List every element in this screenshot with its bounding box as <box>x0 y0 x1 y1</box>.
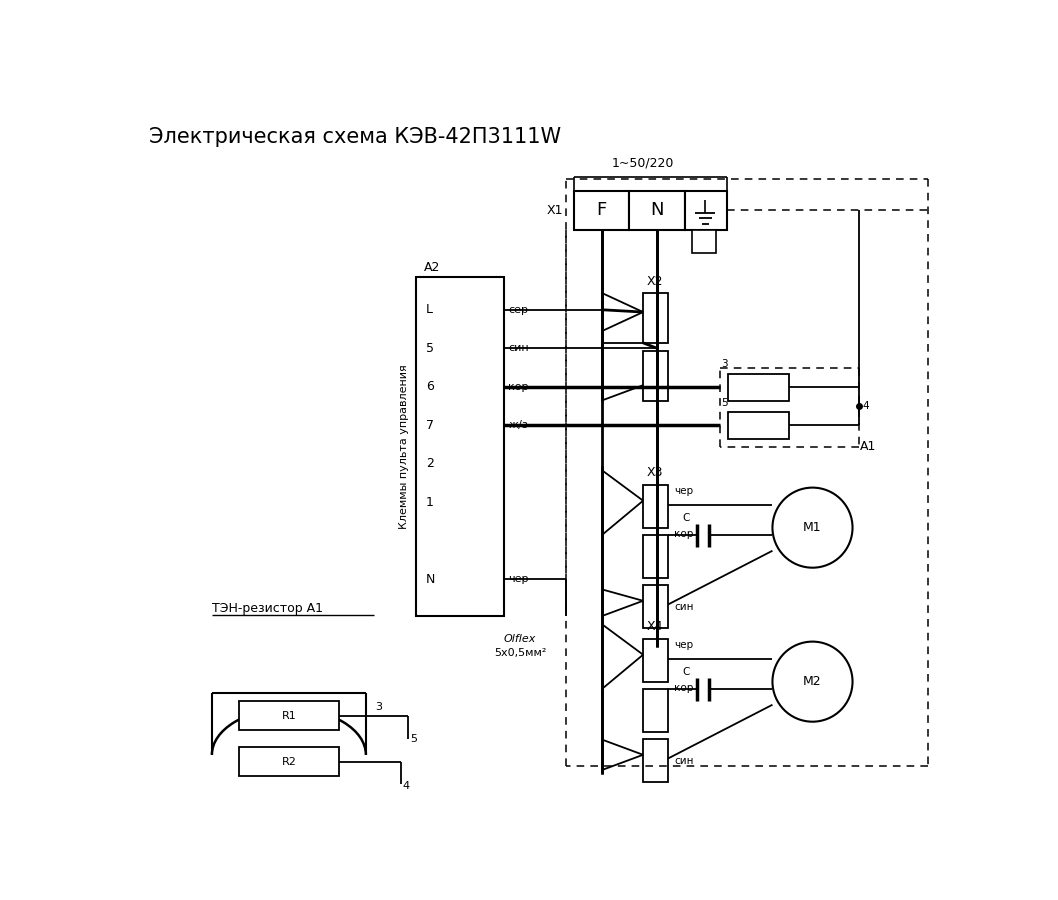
Text: 1~50/220: 1~50/220 <box>612 157 674 170</box>
Text: M1: M1 <box>803 521 822 535</box>
Text: F: F <box>597 202 606 220</box>
Text: сер: сер <box>508 305 528 315</box>
Text: 5: 5 <box>411 734 418 744</box>
Bar <box>643 740 668 782</box>
Text: Электрическая схема КЭВ-42П3111W: Электрическая схема КЭВ-42П3111W <box>149 127 561 148</box>
Text: N: N <box>651 202 663 220</box>
Text: N: N <box>426 572 435 586</box>
Text: 4: 4 <box>862 401 870 411</box>
Text: Клеммы пульта управления: Клеммы пульта управления <box>400 364 409 529</box>
Text: син: син <box>508 343 529 353</box>
Text: ТЭН-резистор A1: ТЭН-резистор A1 <box>212 602 323 615</box>
Bar <box>643 485 668 527</box>
Text: 5х0,5мм²: 5х0,5мм² <box>494 648 546 658</box>
Text: 7: 7 <box>426 418 434 432</box>
Bar <box>643 350 668 400</box>
Text: ж/з: ж/з <box>508 420 528 430</box>
Text: Olflex: Olflex <box>504 634 536 644</box>
Text: кор: кор <box>674 529 693 539</box>
Text: 5: 5 <box>426 342 434 355</box>
Text: кор: кор <box>674 683 693 693</box>
Bar <box>728 412 789 439</box>
Bar <box>416 277 505 616</box>
Bar <box>630 191 685 230</box>
Text: чер: чер <box>674 641 693 651</box>
Text: L: L <box>426 303 433 316</box>
Bar <box>643 536 668 578</box>
Text: 3: 3 <box>376 702 382 712</box>
Bar <box>239 701 339 730</box>
Text: 2: 2 <box>426 457 434 470</box>
Text: 3: 3 <box>722 359 728 369</box>
Text: син: син <box>674 602 693 612</box>
Text: кор: кор <box>508 382 529 392</box>
Text: син: син <box>674 756 693 766</box>
Text: R2: R2 <box>281 757 296 767</box>
Text: M2: M2 <box>803 675 822 688</box>
Bar <box>643 639 668 681</box>
Text: A1: A1 <box>860 440 877 454</box>
Bar <box>728 374 789 400</box>
Text: A2: A2 <box>423 261 440 274</box>
Text: X4: X4 <box>646 620 663 633</box>
Text: C: C <box>682 668 690 678</box>
Text: 6: 6 <box>426 380 434 393</box>
Text: X2: X2 <box>646 274 663 288</box>
Text: чер: чер <box>508 574 529 584</box>
Bar <box>643 292 668 343</box>
Bar <box>685 191 727 230</box>
Text: X3: X3 <box>646 465 663 479</box>
Text: 1: 1 <box>426 496 434 508</box>
Bar <box>643 585 668 628</box>
Bar <box>643 689 668 732</box>
Text: C: C <box>682 513 690 524</box>
Text: 4: 4 <box>403 780 411 790</box>
Bar <box>239 747 339 777</box>
Bar <box>573 191 630 230</box>
Text: чер: чер <box>674 487 693 497</box>
Text: X1: X1 <box>547 204 563 217</box>
Text: 5: 5 <box>722 398 728 408</box>
Text: R1: R1 <box>281 710 296 721</box>
Bar <box>692 230 716 253</box>
